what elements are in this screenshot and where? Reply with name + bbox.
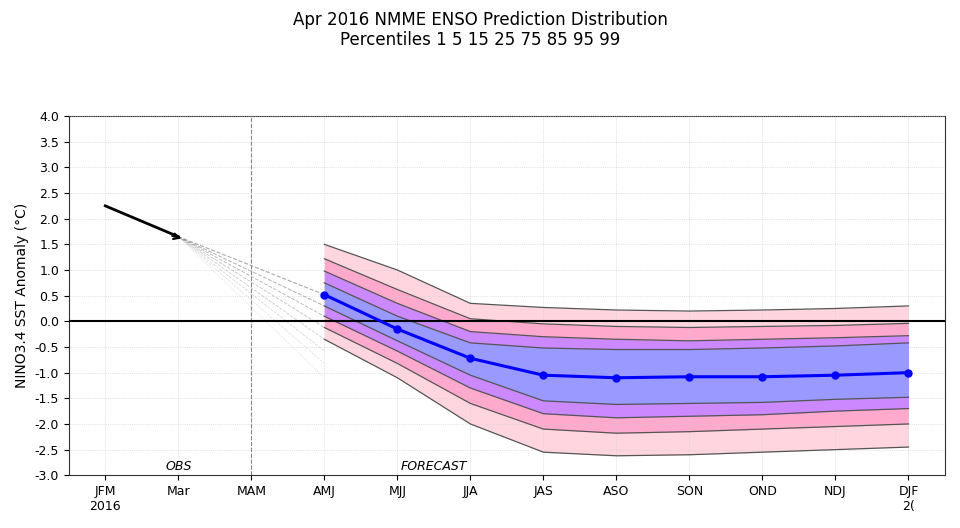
Text: OBS: OBS xyxy=(165,459,191,473)
Text: FORECAST: FORECAST xyxy=(400,459,468,473)
Y-axis label: NINO3.4 SST Anomaly (°C): NINO3.4 SST Anomaly (°C) xyxy=(15,203,29,388)
Text: Apr 2016 NMME ENSO Prediction Distribution
Percentiles 1 5 15 25 75 85 95 99: Apr 2016 NMME ENSO Prediction Distributi… xyxy=(293,11,667,49)
